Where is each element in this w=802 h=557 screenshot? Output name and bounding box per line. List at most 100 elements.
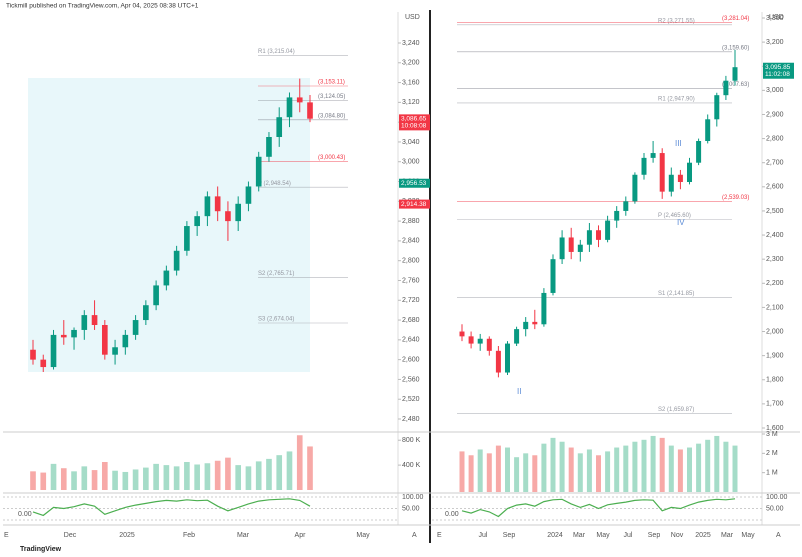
candle-body	[286, 97, 293, 118]
candle-body	[486, 338, 492, 351]
candle-body	[459, 331, 465, 337]
candle-body	[40, 359, 47, 368]
volume-bar	[266, 458, 272, 490]
y-tick-label: 3,000	[402, 159, 420, 166]
y-tick-label: 3,200	[766, 39, 784, 46]
level-label: S2 (2,765.71)	[258, 271, 294, 277]
price-tag	[399, 114, 430, 131]
x-tick-label: Dec	[64, 532, 77, 539]
x-tick-label: Sep	[648, 532, 661, 539]
y-tick-label: 2,880	[402, 218, 420, 225]
candle-body	[91, 315, 98, 325]
y-tick-label: 2,640	[402, 337, 420, 344]
volume-bar	[732, 445, 738, 492]
volume-bar	[495, 445, 501, 492]
osc-line	[461, 498, 736, 518]
candle-body	[550, 259, 556, 293]
volume-bar	[255, 461, 262, 490]
corner-button: A	[776, 532, 781, 539]
y-tick-label: 1,900	[766, 352, 784, 359]
y-tick-label: 2,500	[766, 208, 784, 215]
x-tick-label: Jul	[479, 532, 488, 539]
wave-label: IV	[677, 218, 685, 227]
candle-body	[541, 292, 547, 325]
x-tick-label: Mar	[573, 532, 586, 539]
y-tick-label: 1,800	[766, 377, 784, 384]
y-tick-label: 2,520	[402, 396, 420, 403]
candle-body	[132, 320, 139, 335]
volume-tick-label: 400 K	[402, 462, 421, 469]
y-tick-label: 3,040	[402, 139, 420, 146]
volume-bar	[641, 439, 647, 492]
price-tag	[399, 199, 430, 209]
y-tick-label: 1,700	[766, 401, 784, 408]
osc-tick-label: 100.00	[402, 494, 424, 501]
candle-body	[623, 201, 629, 211]
osc-tick-label: 100.00	[766, 494, 788, 501]
volume-bar	[595, 455, 602, 492]
candle-body	[235, 203, 242, 222]
x-tick-label: Apr	[295, 532, 307, 539]
y-tick-label: 2,000	[766, 328, 784, 335]
volume-bar	[30, 471, 36, 490]
candle-body	[577, 244, 583, 252]
volume-bar	[163, 465, 170, 490]
y-tick-label: 2,560	[402, 376, 420, 383]
publish-header: Tickmill published on TradingView.com, A…	[6, 3, 199, 10]
y-tick-label: 3,200	[402, 60, 420, 67]
y-tick-label: 3,160	[402, 79, 420, 86]
candle-body	[595, 230, 602, 240]
candle-body	[614, 210, 620, 221]
x-tick-label: May	[596, 532, 610, 539]
x-tick-label: Mar	[721, 532, 734, 539]
volume-tick-label: 1 M	[766, 470, 778, 477]
volume-bar	[91, 470, 98, 490]
volume-bar	[153, 463, 159, 490]
volume-tick-label: 2 M	[766, 450, 778, 457]
candle-body	[468, 336, 474, 344]
candle-body	[255, 156, 262, 187]
volume-bar	[659, 437, 665, 492]
level-label: S1 (2,141.85)	[658, 291, 694, 297]
candle-body	[225, 211, 231, 222]
candle-body	[532, 321, 538, 325]
candle-body	[266, 137, 272, 157]
y-tick-label: 3,240	[402, 40, 420, 47]
level-label: P (2,948.54)	[258, 181, 291, 187]
candle-body	[477, 338, 483, 344]
y-tick-label: 2,200	[766, 280, 784, 287]
y-tick-label: 3,000	[766, 87, 784, 94]
osc-tick-label: 0.00	[445, 511, 459, 518]
level-label: (3,084.80)	[318, 113, 345, 119]
x-tick-label: May	[356, 532, 370, 539]
candle-body	[514, 329, 520, 344]
x-tick-label: Mar	[237, 532, 250, 539]
candle-body	[705, 119, 711, 141]
candle-body	[245, 186, 252, 204]
price-tag-time: 10:08:08	[401, 123, 427, 130]
volume-bar	[204, 463, 211, 490]
volume-bar	[568, 447, 574, 492]
x-tick-label: Jul	[624, 532, 633, 539]
volume-bar	[705, 439, 711, 492]
volume-bar	[559, 441, 565, 492]
y-tick-label: 2,480	[402, 416, 420, 423]
volume-bar	[504, 447, 511, 492]
candle-body	[112, 347, 118, 355]
candle-body	[605, 220, 611, 240]
y-tick-label: 2,600	[766, 184, 784, 191]
candle-body	[81, 315, 88, 330]
y-tick-label: 2,400	[766, 232, 784, 239]
osc-tick-label: 50.00	[402, 505, 420, 512]
volume-bar	[225, 457, 231, 490]
volume-bar	[486, 453, 492, 492]
volume-bar	[577, 453, 583, 492]
volume-bar	[686, 447, 693, 492]
y-tick-label: 2,600	[402, 356, 420, 363]
candle-body	[307, 102, 313, 119]
candle-body	[523, 321, 529, 330]
price-tag-time: 11:02:08	[765, 71, 790, 78]
level-label: S3 (2,674.04)	[258, 317, 294, 323]
volume-bar	[40, 472, 47, 490]
level-label: (3,000.43)	[318, 155, 345, 161]
